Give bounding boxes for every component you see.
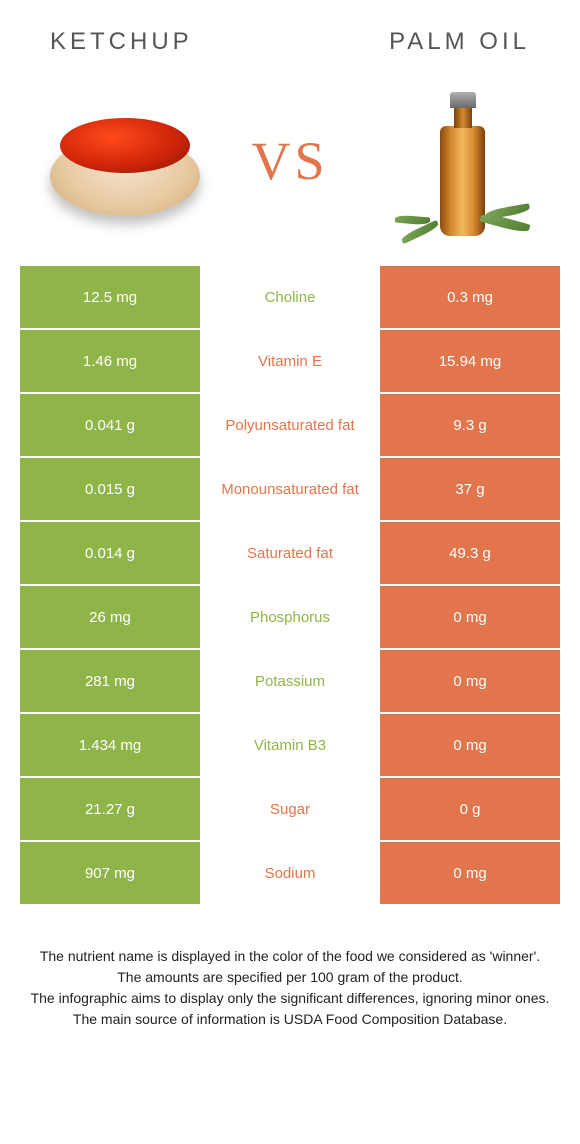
- footer-line: The infographic aims to display only the…: [20, 988, 560, 1009]
- right-food-title: Palm oil: [389, 28, 530, 56]
- left-value-cell: 26 mg: [20, 586, 200, 648]
- left-value-cell: 0.041 g: [20, 394, 200, 456]
- table-row: 21.27 gSugar0 g: [20, 778, 560, 840]
- nutrient-name-cell: Vitamin E: [200, 330, 380, 392]
- table-row: 0.014 gSaturated fat49.3 g: [20, 522, 560, 584]
- right-value-cell: 0 mg: [380, 842, 560, 904]
- table-row: 1.46 mgVitamin E15.94 mg: [20, 330, 560, 392]
- table-row: 281 mgPotassium0 mg: [20, 650, 560, 712]
- images-row: VS: [0, 66, 580, 266]
- vs-label: VS: [251, 130, 328, 192]
- footer-line: The main source of information is USDA F…: [20, 1009, 560, 1030]
- nutrient-name-cell: Choline: [200, 266, 380, 328]
- right-value-cell: 0 g: [380, 778, 560, 840]
- nutrient-name-cell: Phosphorus: [200, 586, 380, 648]
- right-value-cell: 0 mg: [380, 650, 560, 712]
- table-row: 12.5 mgCholine0.3 mg: [20, 266, 560, 328]
- right-value-cell: 49.3 g: [380, 522, 560, 584]
- right-value-cell: 37 g: [380, 458, 560, 520]
- table-row: 0.041 gPolyunsaturated fat9.3 g: [20, 394, 560, 456]
- left-value-cell: 12.5 mg: [20, 266, 200, 328]
- table-row: 1.434 mgVitamin B30 mg: [20, 714, 560, 776]
- left-value-cell: 1.434 mg: [20, 714, 200, 776]
- table-row: 26 mgPhosphorus0 mg: [20, 586, 560, 648]
- right-value-cell: 15.94 mg: [380, 330, 560, 392]
- nutrient-name-cell: Sodium: [200, 842, 380, 904]
- left-value-cell: 907 mg: [20, 842, 200, 904]
- nutrient-name-cell: Saturated fat: [200, 522, 380, 584]
- footer-line: The nutrient name is displayed in the co…: [20, 946, 560, 967]
- footer-line: The amounts are specified per 100 gram o…: [20, 967, 560, 988]
- nutrient-name-cell: Vitamin B3: [200, 714, 380, 776]
- right-value-cell: 0 mg: [380, 586, 560, 648]
- palm-oil-image: [360, 81, 550, 241]
- left-value-cell: 0.014 g: [20, 522, 200, 584]
- table-row: 0.015 gMonounsaturated fat37 g: [20, 458, 560, 520]
- right-value-cell: 0.3 mg: [380, 266, 560, 328]
- nutrient-name-cell: Monounsaturated fat: [200, 458, 380, 520]
- right-value-cell: 0 mg: [380, 714, 560, 776]
- right-value-cell: 9.3 g: [380, 394, 560, 456]
- footer-notes: The nutrient name is displayed in the co…: [0, 906, 580, 1030]
- left-value-cell: 21.27 g: [20, 778, 200, 840]
- header-row: Ketchup Palm oil: [0, 0, 580, 66]
- ketchup-image: [30, 81, 220, 241]
- left-value-cell: 0.015 g: [20, 458, 200, 520]
- left-value-cell: 1.46 mg: [20, 330, 200, 392]
- left-value-cell: 281 mg: [20, 650, 200, 712]
- nutrient-name-cell: Sugar: [200, 778, 380, 840]
- nutrient-name-cell: Potassium: [200, 650, 380, 712]
- table-row: 907 mgSodium0 mg: [20, 842, 560, 904]
- left-food-title: Ketchup: [50, 28, 193, 56]
- nutrient-name-cell: Polyunsaturated fat: [200, 394, 380, 456]
- nutrient-table: 12.5 mgCholine0.3 mg1.46 mgVitamin E15.9…: [0, 266, 580, 904]
